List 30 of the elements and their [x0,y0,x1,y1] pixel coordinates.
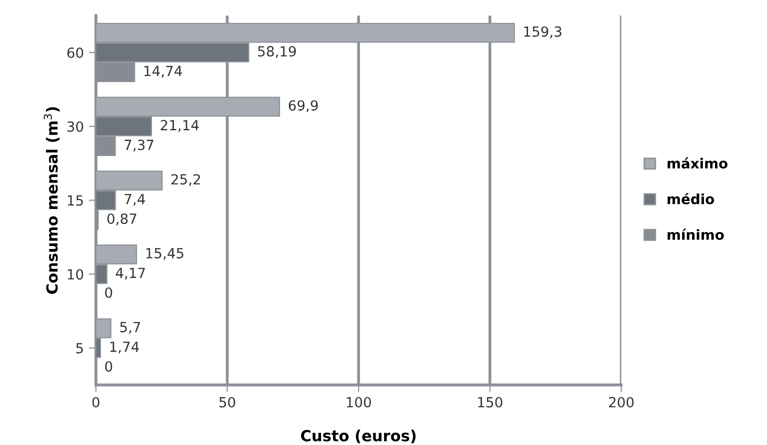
data-label: 15,45 [146,248,184,260]
data-label: 14,74 [144,66,182,78]
y-tick-label: 30 [67,121,84,132]
data-label: 5,7 [120,322,140,334]
x-axis-title: Custo (euros) [301,430,416,444]
data-label: 25,2 [171,174,200,186]
data-label: 69,9 [288,100,318,112]
y-tick-label: 15 [68,195,83,206]
data-label: 58,19 [258,46,296,58]
data-label: 4,17 [116,268,145,280]
x-tick-label: 50 [219,396,236,408]
legend-label: médio [668,192,714,204]
x-tick-label: 0 [92,396,100,408]
y-tick-label: 60 [67,47,84,58]
data-label: 7,37 [124,140,154,152]
legend-label: mínimo [668,228,724,240]
data-label: 7,4 [124,194,145,206]
data-label: 0 [105,361,112,372]
y-axis-title: Consumo mensal (m$^{3}$) [44,107,60,294]
y-tick-label: 10 [68,269,84,280]
data-label: 159,3 [524,26,562,38]
y-tick-label: 5 [76,343,83,354]
legend-label: máximo [668,157,728,169]
data-label: 0,87 [107,213,136,226]
x-tick-label: 150 [478,396,502,408]
data-label: 1,74 [110,342,139,354]
data-label: 0 [105,287,112,298]
x-tick-label: 200 [609,396,634,408]
x-tick-label: 100 [346,396,371,408]
data-label: 21,14 [160,120,199,132]
